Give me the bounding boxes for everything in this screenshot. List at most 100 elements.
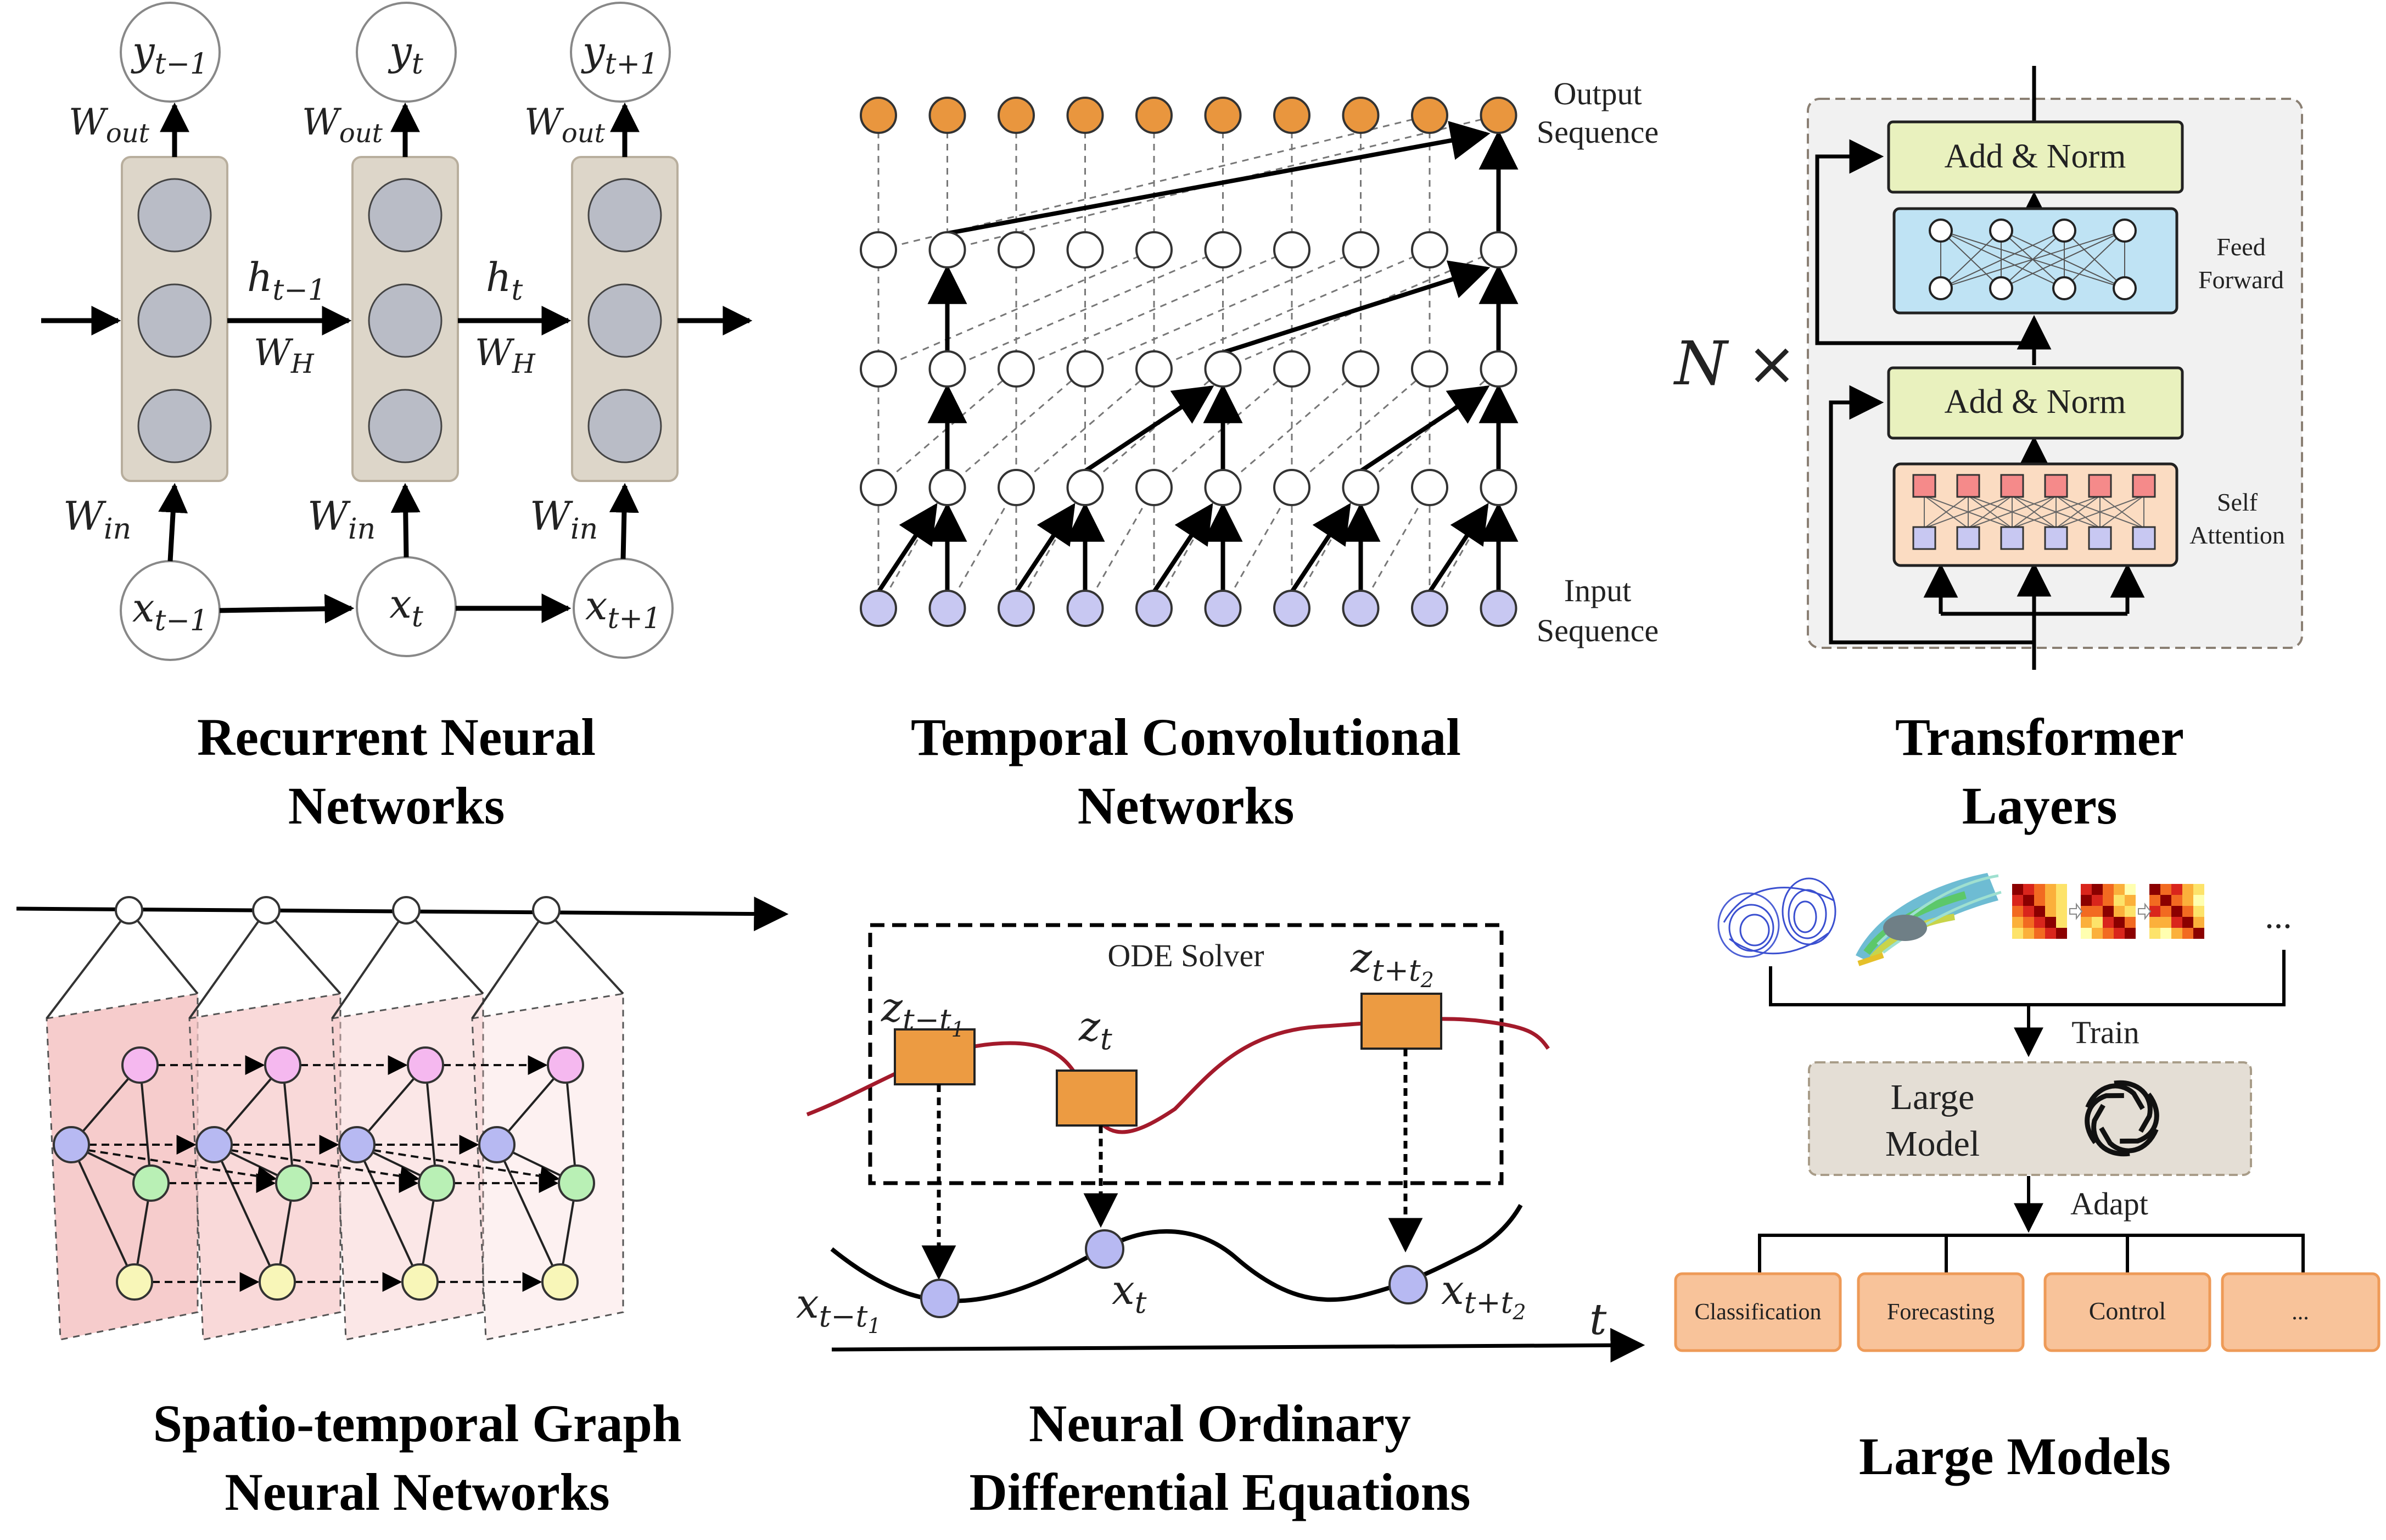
caption: Recurrent Neural: [197, 708, 596, 766]
ellipsis-label: ...: [2265, 896, 2292, 936]
feed-forward-net: [1929, 219, 2137, 300]
output-node: [120, 2, 221, 103]
heatmap-cell: [2012, 917, 2023, 928]
observation-node: [1388, 1265, 1428, 1304]
feed-forward-label: Feed: [2216, 233, 2265, 261]
heatmap-cell: [2081, 906, 2092, 917]
task-box: Forecasting: [1857, 1272, 2025, 1352]
heatmap-cell: [2045, 917, 2056, 928]
stgnn-graph: [46, 896, 624, 1341]
latent-state-box: [894, 1028, 976, 1085]
hidden-node: [1135, 231, 1173, 268]
attention-query-node: [2044, 474, 2068, 498]
tcn-connection: [1359, 385, 1490, 473]
graph-node: [264, 1046, 301, 1084]
heatmap-cell: [2193, 917, 2204, 928]
graph-node: [132, 1164, 170, 1202]
task-label: Forecasting: [1887, 1300, 1995, 1325]
task-box: ...: [2221, 1272, 2381, 1352]
task-label: ...: [2292, 1300, 2309, 1325]
hidden-node: [1066, 469, 1104, 506]
transformer-panel: Add & Norm Feed Forward Add & Norm Self …: [1673, 66, 2303, 835]
observation-label: xt+t2: [1441, 1267, 1526, 1324]
w-in-label: Win: [530, 493, 598, 546]
heatmap-cell: [2056, 928, 2067, 939]
heatmap-cell: [2149, 884, 2160, 895]
caption: Large Models: [1859, 1427, 2171, 1486]
heatmap-cell: [2092, 895, 2103, 906]
hidden-node: [1342, 231, 1380, 268]
large-model-label: Model: [1885, 1124, 1980, 1164]
heatmap-cell: [2114, 928, 2125, 939]
tcn-connection: [1290, 503, 1351, 593]
output-node: [1066, 97, 1104, 134]
ff-node: [2052, 219, 2076, 243]
heatmap-cell: [2182, 928, 2193, 939]
latent-state-box: [1360, 993, 1442, 1050]
graph-node: [558, 1164, 595, 1202]
heatmap-cell: [2023, 884, 2034, 895]
add-norm-label: Add & Norm: [1945, 138, 2126, 175]
heatmap-cell: [2092, 884, 2103, 895]
ff-node: [2113, 219, 2137, 243]
heatmap-cell: [2193, 928, 2204, 939]
input-node: [928, 590, 966, 627]
attention-key-node: [1956, 526, 1980, 550]
hidden-node: [1342, 350, 1380, 388]
heatmap-cell: [2160, 906, 2171, 917]
knot-loop: [2120, 1093, 2159, 1144]
time-axis: [831, 1328, 1645, 1363]
output-sequence-label: Output: [1553, 76, 1642, 111]
input-node: [1480, 590, 1517, 627]
heatmap-cell: [2160, 928, 2171, 939]
model-logo-icon: [2085, 1080, 2159, 1157]
ff-node: [1929, 219, 1953, 243]
input-sequence-label: Input: [1564, 573, 1631, 608]
heatmap-cell: [2114, 917, 2125, 928]
graph-node: [195, 1126, 233, 1163]
hidden-node: [1342, 469, 1380, 506]
heatmap-cell: [2012, 906, 2023, 917]
graph-node: [407, 1046, 444, 1084]
heatmap-cell: [2125, 917, 2136, 928]
input-node: [998, 590, 1035, 627]
time-node: [532, 896, 561, 925]
hidden-label: ht−1: [247, 254, 326, 307]
tcn-connection: [1152, 503, 1213, 593]
hidden-node: [860, 350, 897, 388]
heatmap-cell: [2034, 928, 2045, 939]
w-out-label: Wout: [302, 101, 383, 149]
heatmap-cell: [2125, 884, 2136, 895]
observation-node: [1085, 1229, 1124, 1269]
task-box: Control: [2043, 1272, 2211, 1352]
hidden-node: [1411, 231, 1448, 268]
ode-solver-label: ODE Solver: [1107, 938, 1264, 973]
repeat-label: N ×: [1673, 328, 1797, 399]
heatmap-cell: [2149, 895, 2160, 906]
hidden-node: [1204, 231, 1242, 268]
observation-label: xt: [1112, 1267, 1147, 1320]
tcn-connection: [1014, 503, 1076, 593]
heatmap-arrow: [2138, 903, 2152, 920]
add-norm-label: Add & Norm: [1945, 383, 2126, 421]
heatmap-cell: [2182, 895, 2193, 906]
heatmap-cell: [2092, 928, 2103, 939]
heatmap-cell: [2171, 917, 2182, 928]
output-node: [356, 2, 457, 103]
hidden-node: [1135, 350, 1173, 388]
heatmap-cell: [2125, 928, 2136, 939]
attractor-icon: [1717, 877, 1836, 958]
graph-node: [116, 1263, 153, 1301]
input-node: [1204, 590, 1242, 627]
heatmap-cell: [2149, 917, 2160, 928]
node-panel: ODE Solver zt−t1 zt zt+t2 xt−t1 xt xt+t2…: [796, 923, 1645, 1521]
adapt-label: Adapt: [2070, 1186, 2148, 1222]
heatmap-cell: [2171, 884, 2182, 895]
heatmap-cell: [2034, 895, 2045, 906]
hidden-node: [928, 231, 966, 268]
hidden-node: [1480, 231, 1517, 268]
heatmap-cell: [2149, 928, 2160, 939]
train-label: Train: [2071, 1015, 2139, 1050]
output-sequence-label: Sequence: [1537, 114, 1659, 150]
